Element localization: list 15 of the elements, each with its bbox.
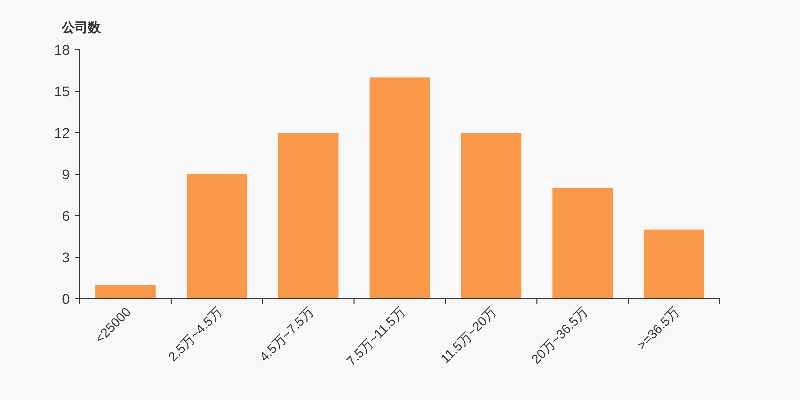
y-tick-label: 12 [54, 125, 70, 141]
y-tick-label: 9 [62, 166, 70, 182]
y-tick-label: 15 [54, 84, 70, 100]
bar [644, 230, 704, 299]
bar [278, 133, 339, 299]
y-tick-label: 3 [62, 250, 70, 266]
bar [186, 174, 248, 299]
y-axis-title: 公司数 [61, 20, 102, 35]
bar [96, 285, 156, 299]
y-tick-label: 6 [62, 208, 70, 224]
y-tick-label: 0 [62, 291, 70, 307]
bar [461, 133, 522, 299]
bar [370, 78, 430, 299]
y-tick-label: 18 [54, 42, 70, 58]
bar [552, 188, 614, 299]
